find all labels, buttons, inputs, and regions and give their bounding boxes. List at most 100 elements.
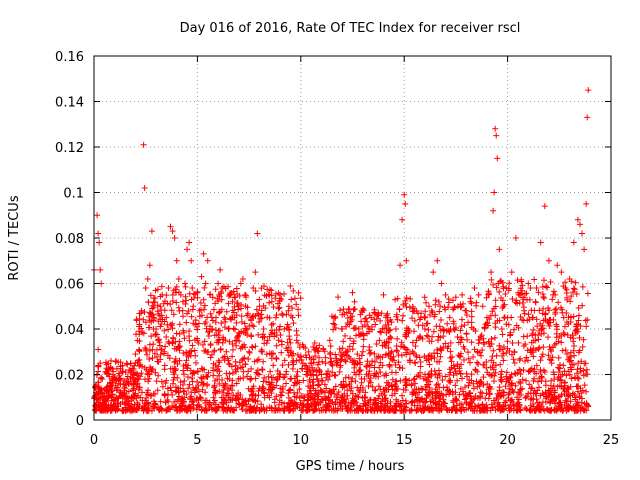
data-point — [95, 363, 102, 370]
data-point — [232, 294, 239, 301]
data-point — [393, 313, 400, 320]
data-point — [383, 340, 390, 347]
y-tick-label: 0.04 — [55, 323, 84, 338]
data-point — [396, 364, 403, 371]
data-point — [209, 317, 216, 324]
data-point — [250, 383, 257, 390]
data-point — [537, 357, 544, 364]
data-point — [578, 390, 585, 397]
data-point — [133, 383, 140, 390]
data-point — [322, 360, 329, 367]
data-point — [568, 366, 575, 373]
data-point — [349, 346, 356, 353]
data-point — [184, 310, 191, 317]
data-point — [329, 369, 336, 376]
data-point — [207, 323, 214, 330]
data-point — [409, 399, 416, 406]
data-point — [581, 400, 588, 407]
data-point — [170, 311, 177, 318]
data-point — [438, 280, 445, 287]
data-point — [580, 367, 587, 374]
data-point — [268, 374, 275, 381]
data-point — [403, 351, 410, 358]
data-point — [162, 298, 169, 305]
data-point — [140, 316, 147, 323]
data-point — [315, 348, 322, 355]
y-axis-ticks: 0 0.02 0.04 0.06 0.08 0.1 0.12 0.14 0.16 — [55, 50, 611, 429]
data-point — [408, 381, 415, 388]
data-point — [479, 303, 486, 310]
data-point — [551, 341, 558, 348]
data-point — [498, 368, 505, 375]
data-point — [442, 340, 449, 347]
data-point — [195, 382, 202, 389]
y-tick-label: 0.14 — [55, 96, 84, 111]
data-point — [395, 359, 402, 366]
data-point — [155, 318, 162, 325]
data-point — [158, 378, 165, 385]
data-point — [344, 405, 351, 412]
data-point — [424, 320, 431, 327]
data-point — [145, 324, 152, 331]
data-point — [576, 334, 583, 341]
data-point — [328, 313, 335, 320]
data-point — [549, 354, 556, 361]
data-point — [494, 155, 501, 162]
data-point — [232, 358, 239, 365]
data-point — [154, 302, 161, 309]
data-point — [246, 348, 253, 355]
data-point — [347, 318, 354, 325]
data-point — [303, 354, 310, 361]
data-point — [339, 345, 346, 352]
data-point — [458, 323, 465, 330]
data-point — [416, 389, 423, 396]
data-point — [452, 382, 459, 389]
data-point — [406, 357, 413, 364]
data-point — [506, 280, 513, 287]
data-point — [96, 239, 103, 246]
data-point — [452, 324, 459, 331]
data-point — [447, 339, 454, 346]
data-point — [198, 407, 205, 414]
y-tick-label: 0.12 — [55, 141, 84, 156]
data-point — [170, 380, 177, 387]
data-point — [553, 323, 560, 330]
data-point — [150, 341, 157, 348]
data-point — [517, 391, 524, 398]
data-point — [144, 371, 151, 378]
data-point — [296, 357, 303, 364]
data-point — [513, 407, 520, 414]
data-point — [268, 298, 275, 305]
data-point — [570, 335, 577, 342]
data-point — [292, 405, 299, 412]
data-point — [411, 317, 418, 324]
data-point — [366, 378, 373, 385]
data-point — [497, 361, 504, 368]
data-point — [184, 374, 191, 381]
data-point — [457, 339, 464, 346]
data-point — [285, 303, 292, 310]
data-point — [426, 312, 433, 319]
data-point — [138, 363, 145, 370]
data-point — [519, 287, 526, 294]
data-point — [400, 407, 407, 414]
data-point — [545, 387, 552, 394]
data-point — [517, 371, 524, 378]
data-point — [129, 387, 136, 394]
data-point — [154, 308, 161, 315]
data-point — [545, 334, 552, 341]
data-point — [452, 294, 459, 301]
data-point — [281, 400, 288, 407]
data-point — [268, 292, 275, 299]
data-point — [458, 316, 465, 323]
data-point — [285, 344, 292, 351]
data-point — [496, 384, 503, 391]
data-point — [394, 295, 401, 302]
data-point — [540, 406, 547, 413]
data-point — [362, 315, 369, 322]
data-point — [482, 395, 489, 402]
data-point — [107, 402, 114, 409]
data-point — [551, 396, 558, 403]
data-point — [468, 319, 475, 326]
data-point — [268, 287, 275, 294]
